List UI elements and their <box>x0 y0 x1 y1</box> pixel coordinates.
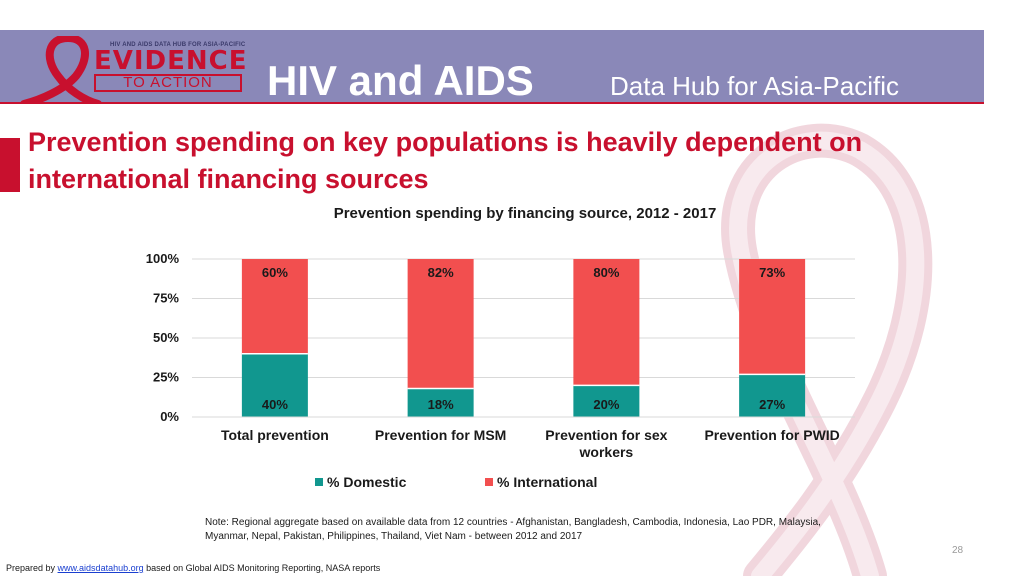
bar-segment <box>739 259 806 375</box>
header-subtitle: Data Hub for Asia-Pacific <box>610 71 900 101</box>
chart-note: Note: Regional aggregate based on availa… <box>205 517 821 542</box>
y-tick-label: 50% <box>153 330 179 345</box>
y-tick-label: 75% <box>153 291 179 306</box>
y-tick-label: 0% <box>160 409 179 424</box>
legend-item-domestic: % Domestic <box>315 474 406 490</box>
bar-segment <box>241 259 308 354</box>
bar-segment <box>407 259 474 389</box>
legend-swatch-domestic <box>315 478 323 486</box>
legend-label-domestic: % Domestic <box>327 474 407 490</box>
data-label: 20% <box>593 397 619 412</box>
footer-suffix: based on Global AIDS Monitoring Reportin… <box>146 563 381 573</box>
footer-prefix: Prepared by <box>6 563 56 573</box>
bar-segment <box>573 385 640 417</box>
x-category-label: Prevention for MSM <box>375 427 506 443</box>
header-title: HIV and AIDS <box>267 57 534 104</box>
x-category-label: Prevention for PWID <box>704 427 839 443</box>
page-number: 28 <box>952 545 964 556</box>
logo-evidence: EVIDENCE <box>94 46 248 76</box>
red-ribbon-icon <box>20 34 102 108</box>
slide-title: Prevention spending on key populations i… <box>28 127 863 194</box>
y-tick-label: 25% <box>153 370 179 385</box>
data-label: 27% <box>759 397 785 412</box>
x-category-label: Prevention for sex workers <box>545 427 667 460</box>
footer: Prepared by www.aidsdatahub.org based on… <box>6 563 380 573</box>
footer-link[interactable]: www.aidsdatahub.org <box>57 563 144 573</box>
logo-tagline: HIV AND AIDS DATA HUB FOR ASIA-PACIFIC <box>110 42 246 48</box>
title-accent-bar <box>0 138 20 192</box>
data-label: 82% <box>428 265 454 280</box>
legend-label-international: % International <box>497 474 598 490</box>
bar-segment <box>739 374 806 417</box>
data-label: 18% <box>428 397 454 412</box>
y-tick-label: 100% <box>146 251 180 266</box>
bar-segment <box>407 388 474 417</box>
data-label: 80% <box>593 265 619 280</box>
x-category-label: Total prevention <box>221 427 329 443</box>
bar-segment <box>241 353 308 417</box>
bar-segment <box>573 259 640 386</box>
data-label: 60% <box>262 265 288 280</box>
legend-item-international: % International <box>485 474 597 490</box>
header-banner <box>0 30 984 104</box>
logo: HIV AND AIDS DATA HUB FOR ASIA-PACIFIC E… <box>18 34 247 108</box>
legend-swatch-international <box>485 478 493 486</box>
logo-to-action: TO ACTION <box>94 74 242 92</box>
chart-title: Prevention spending by financing source,… <box>333 205 717 222</box>
chart-legend: % Domestic % International <box>0 474 1024 492</box>
data-label: 40% <box>262 397 288 412</box>
data-label: 73% <box>759 265 785 280</box>
